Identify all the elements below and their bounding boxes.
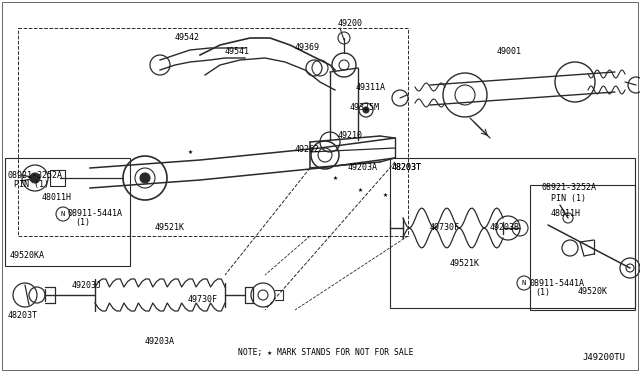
Circle shape bbox=[258, 290, 268, 300]
Text: 49521K: 49521K bbox=[155, 224, 185, 232]
Text: J49200TU: J49200TU bbox=[582, 353, 625, 362]
Circle shape bbox=[626, 264, 634, 272]
Text: 49203J: 49203J bbox=[72, 280, 102, 289]
Text: 49521K: 49521K bbox=[450, 259, 480, 267]
Text: 49203B: 49203B bbox=[490, 224, 520, 232]
Text: 49325M: 49325M bbox=[350, 103, 380, 112]
Text: 49311A: 49311A bbox=[356, 83, 386, 93]
Text: N: N bbox=[61, 211, 65, 217]
Text: 49730F: 49730F bbox=[188, 295, 218, 305]
Bar bbox=[530, 185, 635, 310]
Text: 49001: 49001 bbox=[497, 48, 522, 57]
Text: (1): (1) bbox=[75, 218, 90, 228]
Circle shape bbox=[30, 173, 40, 183]
Text: 49369: 49369 bbox=[295, 44, 320, 52]
Text: 08921-3252A: 08921-3252A bbox=[542, 183, 597, 192]
Text: (1): (1) bbox=[535, 288, 550, 296]
Text: 49262: 49262 bbox=[295, 145, 320, 154]
Circle shape bbox=[363, 107, 369, 113]
Text: ★: ★ bbox=[188, 148, 193, 157]
Text: PIN (1): PIN (1) bbox=[551, 193, 586, 202]
Circle shape bbox=[359, 103, 373, 117]
Text: ★: ★ bbox=[358, 186, 362, 195]
Text: 49203A: 49203A bbox=[348, 164, 378, 173]
Text: 48011H: 48011H bbox=[42, 192, 72, 202]
Text: 08921-3252A: 08921-3252A bbox=[8, 170, 63, 180]
Text: 48203T: 48203T bbox=[8, 311, 38, 321]
Text: 48203T: 48203T bbox=[392, 164, 422, 173]
Text: 49520K: 49520K bbox=[578, 288, 608, 296]
Text: 48203T: 48203T bbox=[392, 164, 422, 173]
Bar bbox=[390, 158, 635, 308]
Text: N: N bbox=[522, 280, 526, 286]
Text: 49203A: 49203A bbox=[145, 337, 175, 346]
Text: ★: ★ bbox=[383, 190, 387, 199]
Text: 49200: 49200 bbox=[338, 19, 363, 29]
Text: 48011H: 48011H bbox=[551, 209, 581, 218]
Text: NOTE; ★ MARK STANDS FOR NOT FOR SALE: NOTE; ★ MARK STANDS FOR NOT FOR SALE bbox=[238, 347, 413, 356]
Text: 49520KA: 49520KA bbox=[10, 250, 45, 260]
Text: ★: ★ bbox=[333, 173, 337, 183]
Text: 49730F: 49730F bbox=[430, 224, 460, 232]
Text: 08911-5441A: 08911-5441A bbox=[68, 209, 123, 218]
Text: 08911-5441A: 08911-5441A bbox=[529, 279, 584, 288]
Circle shape bbox=[140, 173, 150, 183]
Text: 49210: 49210 bbox=[338, 131, 363, 140]
Text: PIN (1): PIN (1) bbox=[14, 180, 49, 189]
Text: 49542: 49542 bbox=[175, 33, 200, 42]
Bar bbox=[18, 28, 408, 236]
Bar bbox=[5, 158, 130, 266]
Text: 49541: 49541 bbox=[225, 48, 250, 57]
